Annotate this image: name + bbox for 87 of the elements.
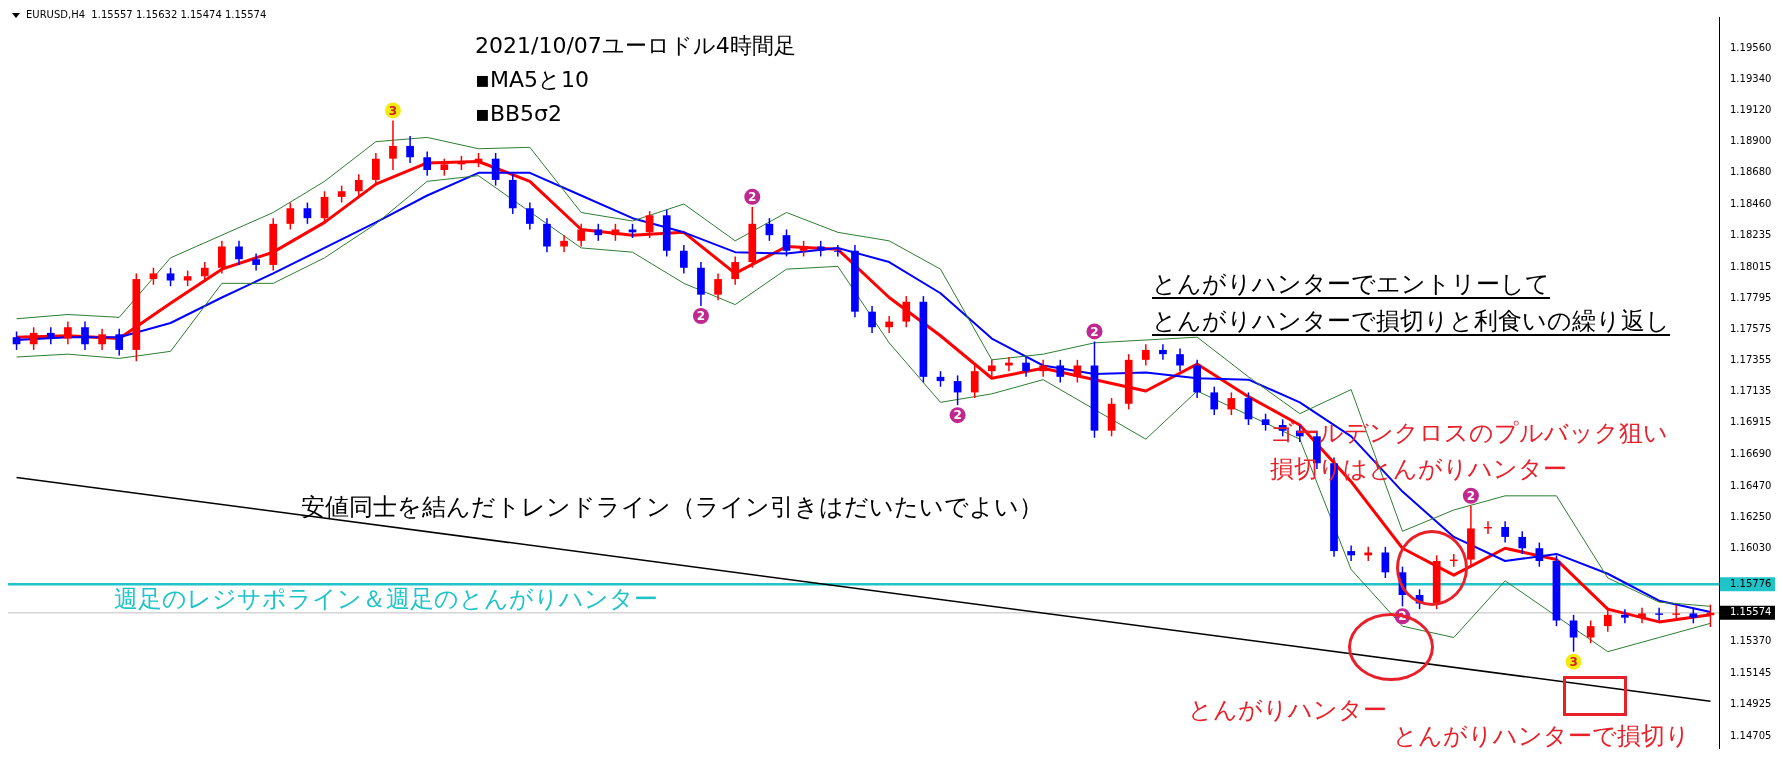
candlestick bbox=[1501, 520, 1509, 544]
candlestick bbox=[389, 119, 397, 171]
candlestick bbox=[200, 261, 209, 283]
annotation: とんがりハンター bbox=[1188, 696, 1387, 725]
candlestick bbox=[1347, 544, 1355, 562]
candlestick bbox=[218, 240, 226, 275]
candlestick bbox=[885, 315, 894, 334]
annotation: とんがりハンターで損切りと利食いの繰り返し bbox=[1152, 307, 1670, 336]
candlestick bbox=[1159, 343, 1167, 361]
candlestick bbox=[868, 305, 876, 334]
candlestick bbox=[577, 223, 586, 248]
candlestick bbox=[680, 244, 688, 275]
annotation: 2 bbox=[748, 189, 757, 204]
candlestick bbox=[1518, 530, 1527, 555]
candlestick bbox=[115, 327, 124, 357]
candlestick bbox=[286, 201, 295, 231]
y-tick-label: 1.18235 bbox=[1730, 229, 1772, 241]
y-tick-label: 1.17575 bbox=[1730, 322, 1772, 334]
candlestick bbox=[1176, 347, 1184, 372]
candlestick bbox=[902, 295, 911, 328]
candlestick bbox=[714, 272, 722, 302]
candlestick bbox=[1621, 608, 1629, 625]
candlestick bbox=[1005, 356, 1013, 372]
annotation: 安値同士を結んだトレンドライン（ライン引きはだいたいでよい） bbox=[301, 493, 1043, 522]
y-tick-label: 1.18460 bbox=[1730, 197, 1772, 209]
candlestick bbox=[64, 320, 72, 345]
candlestick bbox=[1022, 356, 1030, 378]
candlestick bbox=[81, 320, 89, 351]
candlestick bbox=[166, 267, 175, 287]
y-tick-label: 1.19120 bbox=[1730, 104, 1772, 116]
candlestick bbox=[406, 135, 414, 164]
candlestick bbox=[1535, 541, 1544, 568]
annotation: とんがりハンターで損切り bbox=[1393, 722, 1690, 751]
annotation: 2 bbox=[1090, 324, 1099, 339]
y-tick-label: 1.15776 bbox=[1730, 577, 1772, 589]
ref-line-label: 週足のレジサポライン＆週足のとんがりハンター bbox=[114, 585, 658, 614]
candlestick bbox=[1141, 343, 1150, 367]
y-tick-label: 1.16250 bbox=[1730, 510, 1772, 522]
y-tick-label: 1.14705 bbox=[1730, 729, 1772, 741]
y-tick-label: 1.14925 bbox=[1730, 698, 1772, 710]
candlestick bbox=[1039, 359, 1048, 378]
annotation: EURUSD,H4 1.15557 1.15632 1.15474 1.15574 bbox=[26, 8, 267, 20]
candlestick bbox=[1210, 386, 1219, 416]
y-tick-label: 1.17795 bbox=[1730, 291, 1772, 303]
annotation: とんがりハンターでエントリーして bbox=[1152, 270, 1550, 299]
candlestick bbox=[98, 327, 106, 351]
y-tick-label: 1.15370 bbox=[1730, 635, 1772, 647]
candlestick bbox=[645, 210, 654, 239]
y-tick-label: 1.16030 bbox=[1730, 541, 1772, 553]
candlestick bbox=[1244, 391, 1253, 426]
annotation: 3 bbox=[1569, 654, 1578, 669]
candlestick bbox=[833, 244, 842, 258]
y-tick-label: 1.16470 bbox=[1730, 479, 1772, 491]
candlestick bbox=[1655, 607, 1663, 622]
candlestick bbox=[731, 255, 740, 286]
candlestick bbox=[1586, 619, 1595, 644]
candlestick bbox=[320, 190, 329, 225]
candlestick bbox=[235, 240, 243, 266]
y-tick-label: 1.17135 bbox=[1730, 385, 1772, 397]
y-tick-label: 1.19560 bbox=[1730, 41, 1772, 53]
candlestick bbox=[29, 326, 38, 351]
candlestick bbox=[423, 150, 432, 177]
candlestick bbox=[303, 201, 312, 225]
y-tick-label: 1.18680 bbox=[1730, 166, 1772, 178]
candlestick bbox=[970, 364, 979, 399]
y-tick-label: 1.18015 bbox=[1730, 260, 1772, 272]
candlestick bbox=[354, 173, 363, 198]
candlestick bbox=[782, 228, 791, 258]
annotation: 2 bbox=[1466, 488, 1476, 503]
y-tick-label: 1.16915 bbox=[1730, 416, 1772, 428]
annotation: 2 bbox=[696, 309, 706, 324]
text: 2021/10/07ユーロドル4時間足 bbox=[475, 32, 796, 58]
candlestick bbox=[987, 359, 996, 378]
y-tick-label: 1.18900 bbox=[1730, 135, 1772, 147]
annotation: 2 bbox=[953, 408, 962, 423]
candlestick bbox=[543, 217, 551, 253]
candlestick bbox=[1056, 359, 1065, 384]
annotation: ▪MA5と10 bbox=[475, 66, 589, 92]
y-tick-label: 1.15145 bbox=[1730, 667, 1772, 679]
y-tick-label: 1.17355 bbox=[1730, 354, 1772, 366]
y-tick-label: 1.15574 bbox=[1730, 606, 1772, 618]
annotation: 3 bbox=[388, 103, 398, 118]
annotation: ▪BB5σ2 bbox=[475, 100, 563, 126]
candlestick bbox=[1569, 614, 1578, 653]
candlestick bbox=[526, 201, 534, 231]
y-tick-label: 1.19340 bbox=[1730, 72, 1772, 84]
y-tick-label: 1.16690 bbox=[1730, 448, 1772, 460]
